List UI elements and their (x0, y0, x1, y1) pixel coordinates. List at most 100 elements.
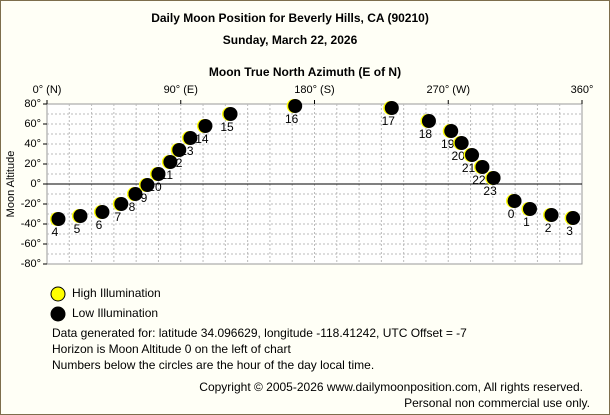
moon-dark (523, 202, 537, 216)
y-tick-label: -60° (21, 238, 41, 250)
moon-point (181, 131, 198, 145)
note: Horizon is Moon Altitude 0 on the left o… (52, 342, 291, 356)
moon-dark (198, 119, 213, 133)
hour-label: 2 (545, 221, 552, 235)
moon-dark (444, 124, 459, 138)
moon-dark (486, 171, 501, 185)
hour-label: 15 (220, 120, 234, 134)
hour-label: 10 (148, 180, 162, 194)
moon-point (453, 136, 469, 150)
moon-point (543, 208, 559, 222)
hour-label: 16 (285, 112, 299, 126)
note: Data generated for: latitude 34.096629, … (52, 326, 467, 340)
moon-dark (183, 131, 198, 145)
moon-point (420, 114, 436, 128)
note: Numbers below the circles are the hour o… (52, 358, 374, 372)
legend-label: Low Illumination (72, 306, 158, 320)
y-tick-label: -40° (21, 218, 41, 230)
hour-label: 5 (74, 222, 81, 236)
moon-point (383, 101, 399, 115)
y-axis-title: Moon Altitude (5, 151, 17, 218)
moon-dark (95, 205, 110, 219)
moon-dark (465, 148, 480, 162)
moon-point (473, 160, 490, 174)
x-tick-label: 90° (E) (164, 84, 198, 96)
moon-dark (454, 136, 469, 150)
moon-dark (566, 211, 581, 225)
moon-dark (128, 187, 143, 201)
hour-label: 22 (472, 173, 486, 187)
moon-point (564, 211, 581, 225)
moon-dark (384, 101, 399, 115)
legend-label: High Illumination (72, 286, 161, 300)
moon-point (149, 167, 166, 181)
hour-label: 21 (462, 161, 476, 175)
y-tick-label: 0° (30, 178, 41, 190)
moon-dark (163, 155, 178, 169)
moon-point (112, 197, 129, 211)
y-tick-label: 60° (24, 118, 41, 130)
y-tick-label: 20° (24, 158, 41, 170)
y-tick-label: -20° (21, 198, 41, 210)
hour-label: 23 (483, 184, 497, 198)
moon-point (222, 107, 238, 121)
hour-label: 0 (508, 207, 515, 221)
x-tick-label: 0° (N) (33, 84, 62, 96)
moon-dark (288, 99, 303, 113)
legend-marker (50, 286, 66, 302)
hour-label: 14 (195, 132, 209, 146)
hour-label: 18 (419, 127, 433, 141)
x-tick-label: 270° (W) (426, 84, 470, 96)
moon-dark (223, 107, 238, 121)
moon-dark (114, 197, 129, 211)
y-tick-label: 80° (24, 98, 41, 110)
moon-dark (421, 114, 436, 128)
chart-subtitle: Sunday, March 22, 2026 (223, 33, 358, 47)
x-tick-label: 360° (571, 84, 594, 96)
x-tick-label: 180° (S) (294, 84, 334, 96)
hour-label: 6 (96, 218, 103, 232)
moon-point (286, 99, 303, 113)
moon-point (485, 171, 501, 185)
moon-point (442, 124, 459, 138)
x-axis-title: Moon True North Azimuth (E of N) (209, 65, 401, 79)
chart-title: Daily Moon Position for Beverly Hills, C… (151, 11, 429, 25)
moon-dark (51, 212, 66, 226)
moon-point (138, 178, 155, 192)
moon-dark (507, 194, 522, 208)
hour-label: 3 (566, 224, 573, 238)
hour-label: 20 (451, 149, 465, 163)
y-tick-label: 40° (24, 138, 41, 150)
moon-point (506, 194, 522, 208)
y-tick-label: -80° (21, 258, 41, 270)
hour-label: 13 (180, 144, 194, 158)
moon-dark (475, 160, 490, 174)
hour-label: 19 (441, 137, 455, 151)
hour-label: 1 (523, 215, 530, 229)
moon-dark (73, 209, 88, 223)
hour-label: 9 (141, 191, 148, 205)
legend-marker (50, 306, 66, 322)
moon-dark (151, 167, 166, 181)
moon-point (161, 155, 178, 169)
moon-point (521, 202, 537, 216)
moon-dark (172, 143, 187, 157)
moon-dark (544, 208, 559, 222)
moon-point (71, 209, 88, 223)
moon-point (126, 187, 143, 201)
hour-label: 4 (52, 225, 59, 239)
moon-point (49, 212, 66, 226)
moon-point (463, 148, 480, 162)
moon-point (93, 205, 110, 219)
hour-label: 12 (169, 156, 183, 170)
copyright: Copyright © 2005-2026 www.dailymoonposit… (199, 380, 583, 394)
moon-point (196, 119, 213, 133)
hour-label: 8 (129, 200, 136, 214)
hour-label: 11 (161, 168, 174, 182)
moon-point (170, 143, 187, 157)
moon-dark (140, 178, 155, 192)
hour-label: 7 (114, 210, 121, 224)
hour-label: 17 (382, 114, 396, 128)
copyright: Personal non commercial use only. (404, 396, 590, 410)
